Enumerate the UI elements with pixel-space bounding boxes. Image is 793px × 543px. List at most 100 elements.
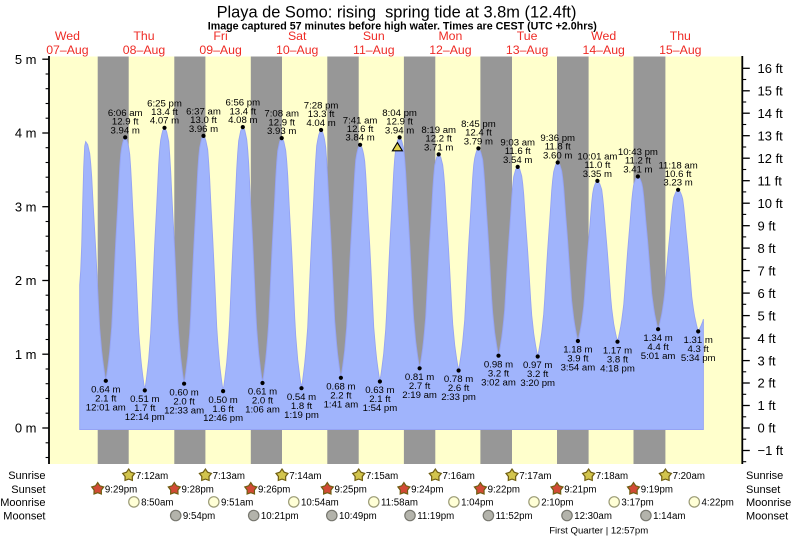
svg-text:Thu: Thu bbox=[133, 29, 154, 43]
svg-text:8:19 am: 8:19 am bbox=[421, 125, 456, 136]
svg-text:5 ft: 5 ft bbox=[758, 308, 776, 323]
svg-text:1:14am: 1:14am bbox=[653, 511, 685, 522]
svg-text:3:02 am: 3:02 am bbox=[481, 377, 516, 388]
svg-text:2.1 ft: 2.1 ft bbox=[369, 394, 391, 405]
svg-text:1.7 ft: 1.7 ft bbox=[134, 403, 156, 414]
svg-text:9:36 pm: 9:36 pm bbox=[540, 133, 575, 144]
svg-text:1 m: 1 m bbox=[15, 347, 37, 362]
svg-text:0 ft: 0 ft bbox=[758, 421, 776, 436]
svg-text:15 ft: 15 ft bbox=[758, 84, 784, 99]
svg-text:2 ft: 2 ft bbox=[758, 376, 776, 391]
svg-text:12.9 ft: 12.9 ft bbox=[268, 117, 295, 128]
svg-text:9:19pm: 9:19pm bbox=[641, 485, 673, 496]
svg-text:Image captured 57 minutes befo: Image captured 57 minutes before high wa… bbox=[208, 21, 598, 33]
svg-text:Tue: Tue bbox=[517, 29, 538, 43]
svg-text:1:41 am: 1:41 am bbox=[324, 400, 359, 411]
svg-text:13 ft: 13 ft bbox=[758, 128, 784, 143]
svg-text:7:12am: 7:12am bbox=[136, 471, 168, 482]
svg-text:3.93 m: 3.93 m bbox=[267, 126, 296, 137]
svg-text:Sunrise: Sunrise bbox=[746, 470, 783, 482]
svg-text:7:17am: 7:17am bbox=[519, 471, 551, 482]
svg-text:11:58am: 11:58am bbox=[381, 498, 418, 509]
svg-text:10:21pm: 10:21pm bbox=[261, 511, 299, 522]
svg-text:Moonrise: Moonrise bbox=[746, 497, 791, 509]
svg-text:4:18 pm: 4:18 pm bbox=[600, 363, 635, 374]
svg-text:16 ft: 16 ft bbox=[758, 61, 784, 76]
svg-text:4 m: 4 m bbox=[15, 126, 37, 141]
svg-text:09–Aug: 09–Aug bbox=[199, 43, 242, 57]
svg-text:11:52pm: 11:52pm bbox=[496, 511, 533, 522]
svg-text:10:01 am: 10:01 am bbox=[577, 151, 617, 162]
svg-text:12:14 pm: 12:14 pm bbox=[125, 412, 165, 423]
svg-text:13–Aug: 13–Aug bbox=[506, 43, 549, 57]
svg-text:2.6 ft: 2.6 ft bbox=[448, 383, 470, 394]
svg-text:Moonset: Moonset bbox=[746, 510, 788, 522]
svg-text:0.61 m: 0.61 m bbox=[248, 387, 277, 398]
svg-text:3.71 m: 3.71 m bbox=[424, 142, 453, 153]
svg-text:Sat: Sat bbox=[288, 29, 307, 43]
svg-text:1.6 ft: 1.6 ft bbox=[212, 404, 234, 415]
svg-text:3.41 m: 3.41 m bbox=[623, 164, 652, 175]
svg-text:Sunrise: Sunrise bbox=[8, 470, 45, 482]
svg-text:5 m: 5 m bbox=[15, 52, 37, 67]
svg-text:4.07 m: 4.07 m bbox=[150, 116, 179, 127]
svg-text:6 ft: 6 ft bbox=[758, 286, 776, 301]
svg-text:10 ft: 10 ft bbox=[758, 196, 784, 211]
svg-text:11 ft: 11 ft bbox=[758, 173, 783, 188]
svg-text:13.3 ft: 13.3 ft bbox=[308, 109, 335, 120]
svg-text:1:54 pm: 1:54 pm bbox=[363, 403, 398, 414]
svg-text:3.2 ft: 3.2 ft bbox=[488, 368, 510, 379]
svg-text:Wed: Wed bbox=[55, 29, 80, 43]
svg-text:4.08 m: 4.08 m bbox=[228, 115, 257, 126]
svg-text:0.60 m: 0.60 m bbox=[169, 387, 198, 398]
svg-text:11–Aug: 11–Aug bbox=[353, 43, 395, 57]
svg-text:6:56 pm: 6:56 pm bbox=[225, 98, 260, 109]
svg-text:4.4 ft: 4.4 ft bbox=[647, 342, 669, 353]
svg-text:9:26pm: 9:26pm bbox=[258, 485, 290, 496]
svg-text:4 ft: 4 ft bbox=[758, 331, 776, 346]
svg-text:7:16am: 7:16am bbox=[443, 471, 475, 482]
svg-text:9:24pm: 9:24pm bbox=[411, 485, 443, 496]
svg-text:4:22pm: 4:22pm bbox=[702, 498, 734, 509]
svg-text:Sunset: Sunset bbox=[11, 484, 45, 496]
svg-text:9:21pm: 9:21pm bbox=[564, 485, 596, 496]
svg-text:7:41 am: 7:41 am bbox=[343, 115, 378, 126]
svg-text:9:51am: 9:51am bbox=[221, 498, 253, 509]
svg-text:13.4 ft: 13.4 ft bbox=[151, 107, 178, 118]
svg-text:2.2 ft: 2.2 ft bbox=[330, 391, 352, 402]
svg-text:1.8 ft: 1.8 ft bbox=[291, 401, 313, 412]
svg-text:12.2 ft: 12.2 ft bbox=[425, 134, 452, 145]
svg-text:3:20 pm: 3:20 pm bbox=[520, 378, 555, 389]
svg-text:3.9 ft: 3.9 ft bbox=[567, 354, 589, 365]
svg-text:7:15am: 7:15am bbox=[366, 471, 398, 482]
svg-text:11.8 ft: 11.8 ft bbox=[545, 142, 571, 153]
svg-text:2:33 pm: 2:33 pm bbox=[441, 392, 476, 403]
svg-text:0.68 m: 0.68 m bbox=[326, 382, 355, 393]
svg-text:3.94 m: 3.94 m bbox=[385, 125, 414, 136]
svg-text:1:04pm: 1:04pm bbox=[461, 498, 493, 509]
svg-text:10:54am: 10:54am bbox=[301, 498, 339, 509]
svg-text:3 ft: 3 ft bbox=[758, 353, 776, 368]
svg-text:10–Aug: 10–Aug bbox=[276, 43, 319, 57]
svg-text:12:46 pm: 12:46 pm bbox=[203, 413, 243, 424]
svg-text:13.0 ft: 13.0 ft bbox=[190, 115, 217, 126]
svg-text:14–Aug: 14–Aug bbox=[582, 43, 625, 57]
svg-text:13.4 ft: 13.4 ft bbox=[229, 106, 256, 117]
svg-text:3.8 ft: 3.8 ft bbox=[607, 354, 629, 365]
svg-text:10.6 ft: 10.6 ft bbox=[665, 169, 692, 180]
svg-text:0.97 m: 0.97 m bbox=[523, 360, 552, 371]
svg-text:2.1 ft: 2.1 ft bbox=[95, 394, 117, 405]
svg-text:07–Aug: 07–Aug bbox=[46, 43, 89, 57]
svg-text:7:18am: 7:18am bbox=[596, 471, 628, 482]
svg-text:9 ft: 9 ft bbox=[758, 218, 776, 233]
svg-text:Moonrise: Moonrise bbox=[0, 497, 45, 509]
svg-text:Sunset: Sunset bbox=[746, 484, 780, 496]
svg-text:12.6 ft: 12.6 ft bbox=[347, 124, 374, 135]
svg-text:14 ft: 14 ft bbox=[758, 106, 784, 121]
svg-text:0.64 m: 0.64 m bbox=[91, 385, 120, 396]
svg-text:12.4 ft: 12.4 ft bbox=[465, 128, 492, 139]
svg-text:2:19 am: 2:19 am bbox=[402, 390, 437, 401]
svg-text:12–Aug: 12–Aug bbox=[429, 43, 472, 57]
svg-text:8:45 pm: 8:45 pm bbox=[461, 119, 496, 130]
svg-text:First Quarter | 12:57pm: First Quarter | 12:57pm bbox=[549, 525, 648, 536]
